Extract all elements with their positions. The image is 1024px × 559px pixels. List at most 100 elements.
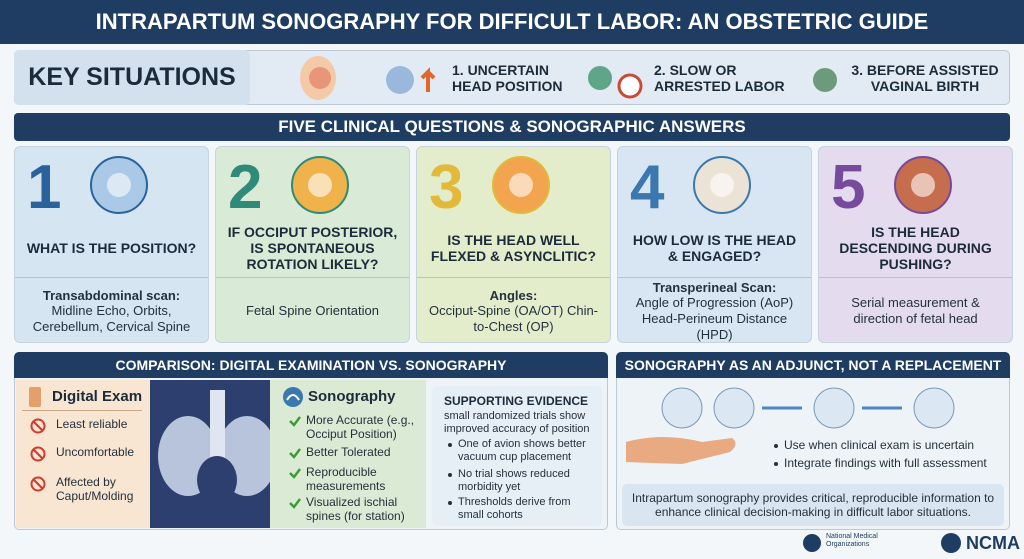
pelvis-image	[150, 380, 285, 528]
digital-item: Least reliable	[56, 417, 128, 431]
icon-shape	[289, 468, 301, 479]
network-icon	[913, 387, 955, 429]
comparison-header: COMPARISON: DIGITAL EXAMINATION VS. SONO…	[14, 352, 608, 378]
answer-text: Fetal Spine Orientation	[246, 303, 379, 319]
card-number: 1	[27, 153, 62, 222]
evidence-item: Thresholds derive from small cohorts	[458, 496, 571, 521]
icon	[289, 468, 301, 479]
bullet	[774, 444, 778, 448]
card-divider	[417, 277, 610, 278]
answer-text: Angle of Progression (AoP) Head-Perineum…	[635, 295, 794, 342]
icon	[492, 156, 550, 214]
bullet	[448, 473, 452, 477]
key-situation: 3. BEFORE ASSISTED VAGINAL BIRTH	[851, 62, 999, 95]
logo-mark	[803, 534, 821, 552]
card-number: 2	[228, 153, 263, 222]
icon-shape	[289, 498, 301, 509]
icon	[283, 387, 303, 407]
title: INTRAPARTUM SONOGRAPHY FOR DIFFICULT LAB…	[0, 0, 1024, 44]
spine	[210, 390, 225, 460]
assist-icon	[813, 68, 837, 92]
icon-shape	[289, 416, 301, 427]
question-card: 4 HOW LOW IS THE HEAD & ENGAGED? Transperi…	[617, 146, 812, 343]
card-divider	[15, 277, 208, 278]
card-divider	[216, 277, 409, 278]
scan-icon	[713, 387, 755, 429]
icon-shape	[30, 418, 46, 434]
probe-icon	[813, 387, 855, 429]
card-answer: Fetal Spine Orientation	[222, 281, 403, 341]
digital-item: Uncomfortable	[56, 445, 135, 459]
icon-shape	[107, 173, 131, 197]
fetus-icon	[309, 67, 331, 89]
summary: Intrapartum sonography provides critical…	[622, 484, 1004, 526]
answer-text: Occiput-Spine (OA/OT) Chin-to-Chest (OP)	[428, 303, 599, 334]
card-question: IF OCCIPUT POSTERIOR, IS SPONTANEOUS ROT…	[227, 223, 398, 273]
logo-mark	[941, 533, 961, 553]
card-number: 3	[429, 153, 464, 222]
arrow-icon	[420, 67, 436, 92]
icon-shape	[29, 387, 41, 407]
icon-shape	[289, 448, 301, 459]
icon	[289, 448, 301, 459]
logo-icon	[803, 534, 821, 552]
question-card: 3 IS THE HEAD WELL FLEXED & ASYNCLITIC? An…	[416, 146, 611, 343]
evidence-title: SUPPORTING EVIDENCE	[444, 394, 589, 408]
answer-text: Serial measurement & direction of fetal …	[851, 295, 980, 326]
icon-shape	[32, 478, 44, 490]
pelvic-inlet	[197, 456, 237, 504]
icon-shape	[286, 394, 300, 401]
sonography-item: Better Tolerated	[306, 445, 391, 459]
icon-shape	[32, 420, 44, 432]
digital-title: Digital Exam	[52, 388, 143, 405]
card-question: IS THE HEAD DESCENDING DURING PUSHING?	[839, 223, 992, 273]
icon	[894, 156, 952, 214]
questions-banner: FIVE CLINICAL QUESTIONS & SONOGRAPHIC AN…	[14, 113, 1010, 141]
question-card: 2 IF OCCIPUT POSTERIOR, IS SPONTANEOUS RO…	[215, 146, 410, 343]
logo-text: NCMA	[966, 533, 1020, 553]
icon	[289, 416, 301, 427]
logo-text: National Medical Organizations	[826, 533, 878, 548]
card-answer: Transperineal Scan: Angle of Progression …	[624, 279, 805, 342]
icon	[90, 156, 148, 214]
evidence-item: One of avion shows better vacuum cup pla…	[458, 438, 586, 463]
card-answer: Transabdominal scan: Midline Echo, Orbits…	[21, 281, 202, 341]
sonography-title: Sonography	[308, 388, 396, 405]
bullet	[448, 501, 452, 505]
icon	[30, 446, 46, 462]
card-divider	[618, 277, 811, 278]
card-question: HOW LOW IS THE HEAD & ENGAGED?	[632, 231, 797, 264]
sonography-item: Visualized ischial spines (for station)	[306, 495, 405, 523]
clock-icon	[617, 73, 643, 99]
icon-shape	[911, 173, 935, 197]
icon-shape	[710, 173, 734, 197]
icon	[291, 156, 349, 214]
answer-title: Transperineal Scan:	[652, 279, 777, 295]
card-answer: Serial measurement & direction of fetal …	[825, 281, 1006, 341]
head-icon	[386, 66, 414, 94]
icon	[693, 156, 751, 214]
answer-title: Transabdominal scan:	[42, 287, 181, 303]
card-question: WHAT IS THE POSITION?	[26, 239, 197, 256]
evidence-box	[432, 386, 602, 526]
answer-title: Angles:	[489, 287, 538, 303]
key-situations-label: KEY SITUATIONS	[14, 50, 250, 105]
adjunct-icons	[626, 387, 955, 464]
adjunct-item: Integrate findings with full assessment	[784, 456, 987, 470]
icon	[30, 476, 46, 492]
icon-shape	[308, 173, 332, 197]
icon-shape	[32, 448, 44, 460]
digital-item: Affected by Caput/Molding	[56, 475, 134, 503]
divider	[22, 410, 142, 411]
icon-shape	[30, 476, 46, 492]
sonography-item: Reproducible measurements	[306, 465, 386, 493]
bullet	[774, 462, 778, 466]
person-icon	[588, 66, 612, 90]
answer-text: Midline Echo, Orbits, Cerebellum, Cervic…	[32, 303, 191, 334]
key-situation-icons	[300, 56, 837, 100]
card-number: 5	[831, 153, 866, 222]
icon	[30, 418, 46, 434]
hand-icon	[626, 437, 736, 464]
logo-icon	[941, 533, 961, 553]
